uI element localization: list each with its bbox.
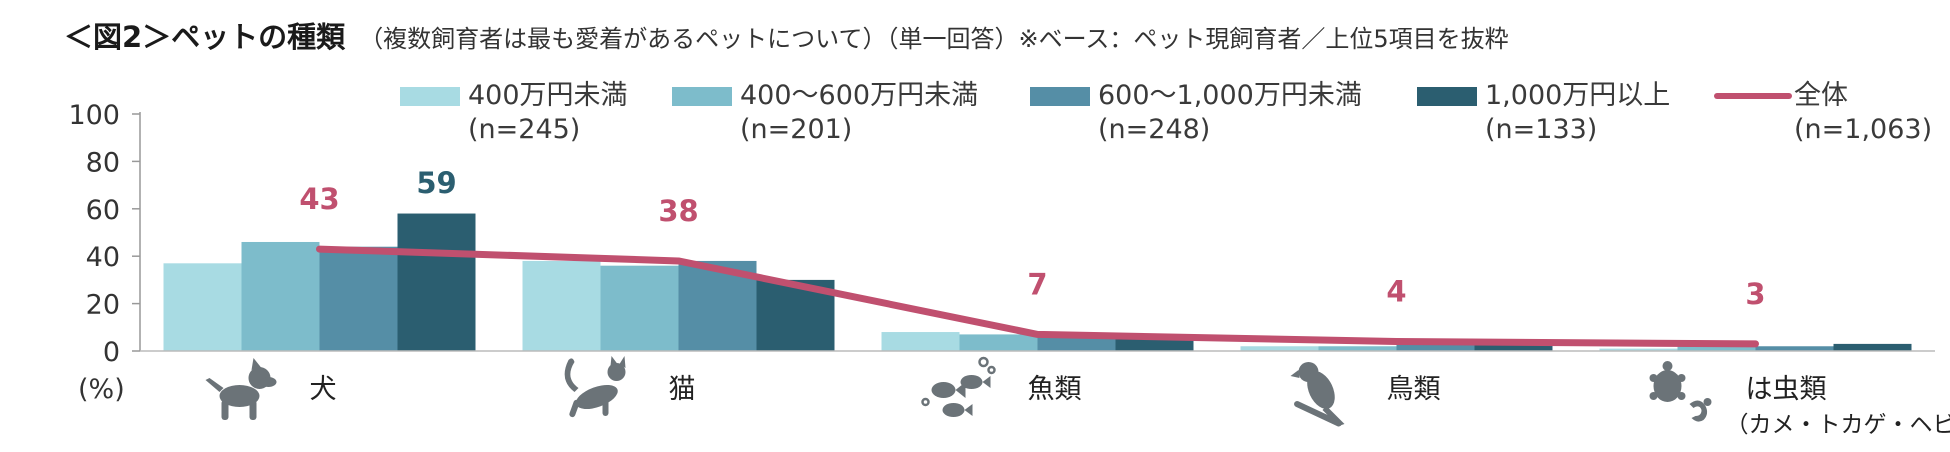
legend-swatch — [672, 87, 732, 106]
bar — [241, 241, 320, 351]
y-axis-unit-label: (%) — [78, 374, 125, 405]
bar — [600, 265, 679, 351]
bar — [1115, 339, 1194, 351]
bar — [1240, 346, 1319, 351]
bar — [522, 260, 601, 351]
legend-label: 400～600万円未満 — [740, 80, 978, 111]
chart-title-sub: （複数飼育者は最も愛着があるペットについて）（単一回答）※ベース：ペット現飼育者… — [359, 25, 1509, 53]
chart-title: ＜図2＞ペットの種類 （複数飼育者は最も愛着があるペットについて）（単一回答）※ベ… — [64, 14, 1509, 56]
bar — [1755, 346, 1834, 351]
legend-swatch — [1030, 87, 1090, 106]
bar — [163, 263, 242, 351]
bar — [1396, 343, 1475, 351]
legend-n: (n=133) — [1485, 114, 1597, 145]
legend-n: (n=1,063) — [1794, 114, 1932, 145]
data-label: 7 — [1027, 267, 1047, 301]
category-label: 猫 — [669, 374, 696, 405]
turtle-lizard-icon — [1649, 361, 1712, 422]
category-label: 犬 — [310, 374, 337, 405]
overall-line-series — [316, 245, 1759, 348]
y-tick-label: 80 — [86, 147, 120, 178]
category-sublabel: （カメ・トカゲ・ヘビ等） — [1726, 412, 1950, 438]
bar — [1318, 346, 1397, 351]
bar — [1474, 343, 1553, 351]
bar — [1677, 346, 1756, 351]
data-label: 38 — [658, 194, 698, 228]
legend-label: 600～1,000万円未満 — [1098, 80, 1362, 111]
y-tick-label: 0 — [103, 337, 120, 368]
bar — [319, 246, 398, 351]
category-label: 魚類 — [1028, 374, 1082, 405]
y-tick-label: 100 — [68, 100, 120, 131]
bar — [1599, 348, 1678, 351]
bar — [397, 213, 476, 351]
category-label: 鳥類 — [1387, 374, 1441, 405]
bar — [881, 332, 960, 351]
dog-icon — [205, 358, 277, 420]
y-tick-label: 40 — [86, 242, 120, 273]
legend-swatch — [1417, 87, 1477, 106]
cat-icon — [564, 356, 626, 418]
legend-label: 1,000万円以上 — [1485, 80, 1670, 111]
bird-icon — [1290, 362, 1345, 427]
data-label: 59 — [416, 166, 456, 200]
legend-n: (n=201) — [740, 114, 852, 145]
data-label: 43 — [299, 182, 339, 216]
legend-label: 400万円未満 — [468, 80, 628, 111]
data-label: 3 — [1745, 277, 1765, 311]
chart-title-main: ＜図2＞ペットの種類 — [64, 20, 346, 54]
data-label: 4 — [1386, 275, 1406, 309]
legend-n: (n=248) — [1098, 114, 1210, 145]
fish-icon — [921, 356, 996, 417]
y-tick-label: 60 — [86, 195, 120, 226]
legend-swatch — [400, 87, 460, 106]
bar — [959, 334, 1038, 351]
legend-n: (n=245) — [468, 114, 580, 145]
bar — [1833, 343, 1912, 351]
bar — [1037, 336, 1116, 351]
y-tick-label: 20 — [86, 290, 120, 321]
category-label: は虫類 — [1746, 374, 1827, 405]
legend-label: 全体 — [1794, 80, 1848, 111]
